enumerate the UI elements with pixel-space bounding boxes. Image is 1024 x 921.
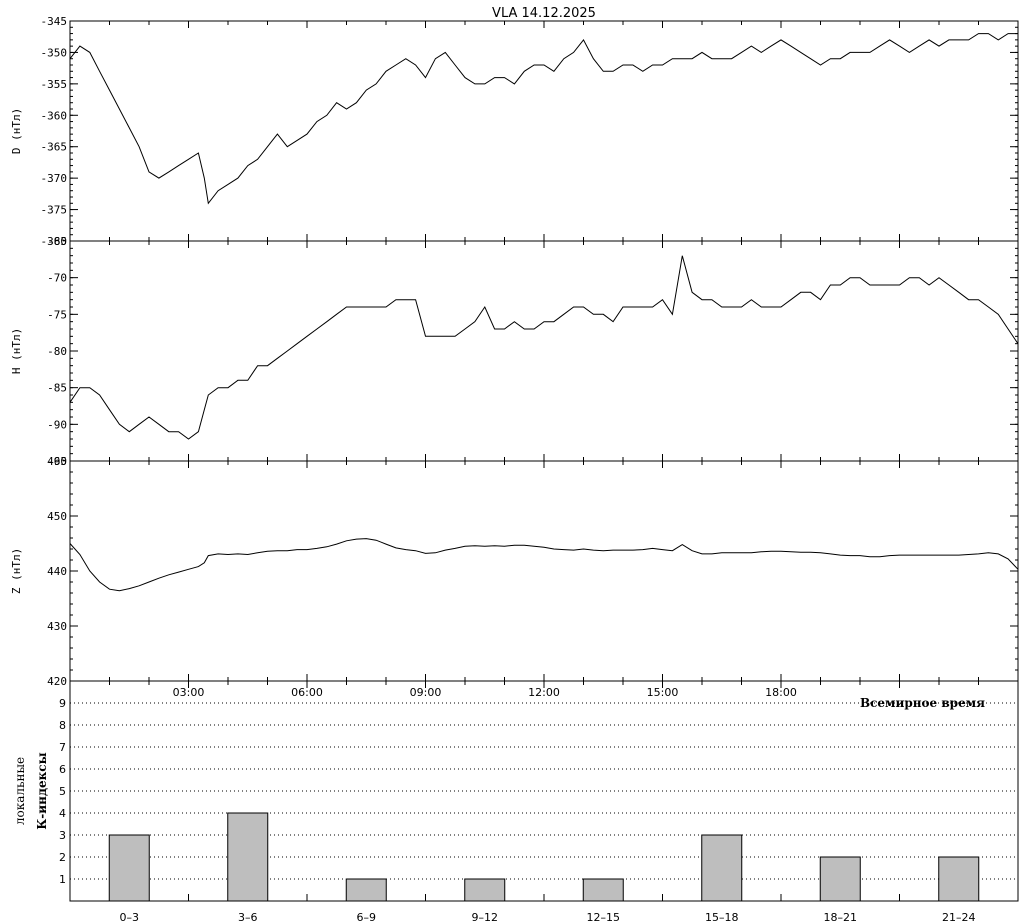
- y-tick-label: 7: [59, 741, 66, 754]
- y-tick-label: -85: [47, 382, 67, 395]
- y-tick-label: 450: [47, 510, 67, 523]
- y-tick-label: 460: [47, 455, 67, 468]
- y-tick-label: 5: [59, 785, 66, 798]
- y-tick-label: -350: [41, 46, 68, 59]
- time-tick-label: 12:00: [528, 686, 560, 699]
- y-tick-label: 420: [47, 675, 67, 688]
- y-tick-label: -65: [47, 235, 67, 248]
- time-tick-label: 15:00: [647, 686, 679, 699]
- y-tick-label: -80: [47, 345, 67, 358]
- y-tick-label: -370: [41, 172, 68, 185]
- panel-2: -65 -70 -75 -80 -85 -90 -95 H (нТл): [10, 235, 1019, 468]
- panel-4: 1 2 3 4 5 6 7 8 9 0–3 3–6 6–9 9–12 12–15 15–18 18–21 21–…: [13, 680, 1019, 921]
- y-tick-label: -345: [41, 15, 68, 28]
- k-index-bar: [938, 856, 980, 902]
- y-tick-label: -375: [41, 204, 68, 217]
- y-axis-label: Z (нТл): [10, 548, 23, 594]
- k-index-bar: [464, 878, 506, 902]
- bar-category-label: 15–18: [705, 911, 739, 921]
- y-tick-label: 2: [59, 851, 66, 864]
- y-tick-label: -95: [47, 455, 67, 468]
- series-line-2: [69, 255, 1019, 440]
- panel-frame: [69, 240, 1019, 462]
- y-tick-label: 9: [59, 697, 66, 710]
- k-index-bar: [819, 856, 861, 902]
- k-index-bar: [701, 834, 743, 902]
- bar-category-label: 18–21: [824, 911, 858, 921]
- k-index-bar: [582, 878, 624, 902]
- y-tick-label: 1: [59, 873, 66, 886]
- y-tick-label: -90: [47, 418, 67, 431]
- panel-1: -345 -350 -355 -360 -365 -370 -375 -380 D (нТл): [10, 15, 1019, 248]
- k-index-bar: [345, 878, 387, 902]
- chart-title: VLA 14.12.2025: [492, 6, 596, 21]
- panel-frame: [69, 680, 1019, 902]
- panel-3: 460 450 440 430 420 Z (нТл): [10, 455, 1019, 688]
- y-tick-label: 4: [59, 807, 66, 820]
- bar-category-label: 9–12: [472, 911, 499, 921]
- y-tick-label: 430: [47, 620, 67, 633]
- y-tick-label: -380: [41, 235, 68, 248]
- y-tick-label: -360: [41, 109, 68, 122]
- x-axis-title: Всемирное время: [860, 696, 985, 710]
- bar-category-label: 21–24: [942, 911, 976, 921]
- y-axis-label: К-индексы: [35, 752, 49, 829]
- time-tick-label: 18:00: [765, 686, 797, 699]
- y-tick-label: -70: [47, 272, 67, 285]
- k-index-bar: [108, 834, 150, 902]
- time-tick-label: 09:00: [410, 686, 442, 699]
- y-tick-label: 6: [59, 763, 66, 776]
- y-tick-label: 440: [47, 565, 67, 578]
- y-tick-label: -365: [41, 141, 68, 154]
- y-axis-label: H (нТл): [10, 328, 23, 374]
- y-tick-label: -75: [47, 308, 67, 321]
- y-tick-label: -355: [41, 78, 68, 91]
- bar-category-label: 12–15: [587, 911, 621, 921]
- y-axis-label: D (нТл): [10, 108, 23, 154]
- y-tick-label: 8: [59, 719, 66, 732]
- panel-frame: [69, 20, 1019, 242]
- bar-category-label: 0–3: [120, 911, 140, 921]
- time-tick-label: 06:00: [291, 686, 323, 699]
- series-line-3: [69, 538, 1019, 592]
- panel-frame: [69, 460, 1019, 682]
- bar-category-label: 3–6: [238, 911, 258, 921]
- y-axis-label: локальные: [13, 757, 27, 825]
- time-tick-label: 03:00: [173, 686, 205, 699]
- series-line-1: [69, 33, 1018, 205]
- bar-category-label: 6–9: [357, 911, 377, 921]
- k-index-bar: [227, 812, 269, 902]
- y-tick-label: 3: [59, 829, 66, 842]
